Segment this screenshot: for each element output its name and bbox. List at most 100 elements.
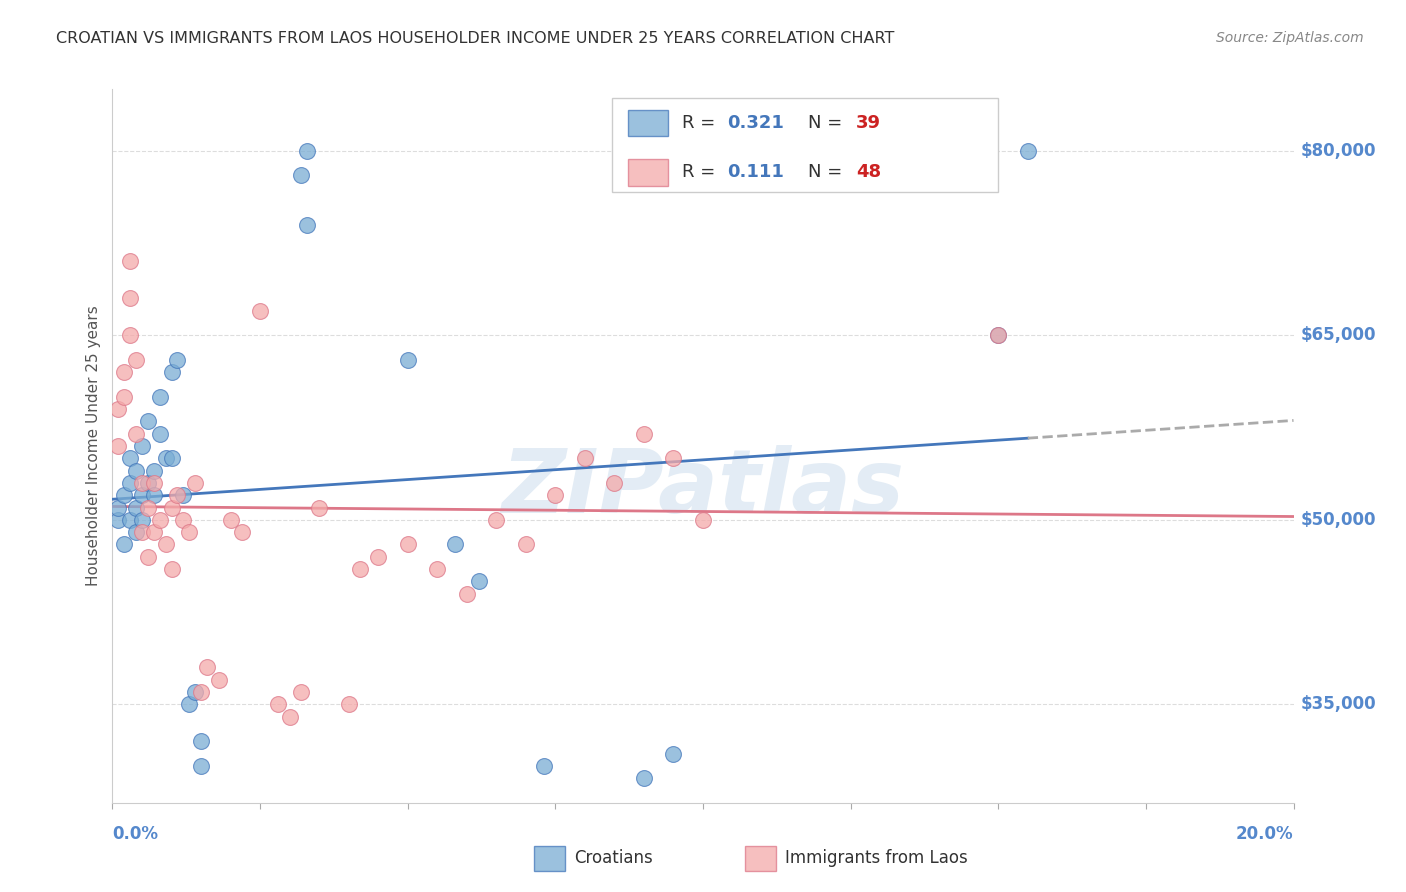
Text: $65,000: $65,000 (1301, 326, 1376, 344)
Point (290, 685, 312, 699)
Point (120, 254, 142, 268)
Point (120, 513, 142, 527)
Text: R =: R = (682, 114, 721, 132)
Point (396, 537, 419, 551)
Point (515, 537, 537, 551)
Point (142, 475, 165, 490)
Point (184, 475, 207, 490)
Point (136, 500, 159, 515)
Point (574, 451, 596, 466)
Point (136, 475, 159, 490)
Point (533, 759, 555, 773)
Text: N =: N = (808, 163, 848, 181)
Text: 0.111: 0.111 (727, 163, 783, 181)
Point (120, 291, 142, 305)
Point (107, 513, 129, 527)
Point (149, 390, 172, 404)
Text: $50,000: $50,000 (1301, 511, 1376, 529)
Point (190, 685, 212, 699)
Point (987, 328, 1010, 343)
Text: 0.0%: 0.0% (112, 825, 159, 843)
Point (142, 488, 165, 502)
Point (112, 365, 135, 379)
Text: Source: ZipAtlas.com: Source: ZipAtlas.com (1216, 31, 1364, 45)
Point (208, 673, 231, 687)
Point (120, 451, 142, 466)
Point (219, 513, 242, 527)
Point (125, 352, 148, 367)
Point (160, 500, 183, 515)
Point (633, 771, 655, 785)
Point (544, 488, 567, 502)
Point (107, 402, 129, 417)
Point (136, 414, 159, 428)
Point (136, 549, 159, 564)
Point (125, 464, 148, 478)
Point (149, 513, 172, 527)
Point (131, 488, 153, 502)
Text: 0.321: 0.321 (727, 114, 783, 132)
Point (125, 500, 148, 515)
Point (456, 587, 478, 601)
Y-axis label: Householder Income Under 25 years: Householder Income Under 25 years (86, 306, 101, 586)
Point (987, 328, 1010, 343)
Point (396, 352, 419, 367)
Point (142, 464, 165, 478)
Point (142, 525, 165, 540)
Point (112, 390, 135, 404)
Point (112, 488, 135, 502)
Point (120, 475, 142, 490)
Text: ZIPatlas: ZIPatlas (502, 445, 904, 533)
Point (166, 488, 188, 502)
Point (155, 537, 177, 551)
Point (249, 303, 271, 318)
Point (131, 513, 153, 527)
Text: N =: N = (808, 114, 848, 132)
Text: R =: R = (682, 163, 727, 181)
Point (172, 488, 194, 502)
Point (426, 562, 449, 576)
Point (444, 537, 467, 551)
Point (367, 549, 389, 564)
Point (172, 513, 194, 527)
Point (349, 562, 371, 576)
Point (190, 734, 212, 748)
Text: Immigrants from Laos: Immigrants from Laos (785, 849, 967, 867)
Point (308, 500, 330, 515)
Text: 20.0%: 20.0% (1236, 825, 1294, 843)
Point (166, 352, 188, 367)
Point (120, 328, 142, 343)
Point (131, 525, 153, 540)
Point (131, 439, 153, 453)
Point (485, 513, 508, 527)
Text: 39: 39 (856, 114, 882, 132)
Text: CROATIAN VS IMMIGRANTS FROM LAOS HOUSEHOLDER INCOME UNDER 25 YEARS CORRELATION C: CROATIAN VS IMMIGRANTS FROM LAOS HOUSEHO… (56, 31, 894, 46)
Point (160, 562, 183, 576)
Point (131, 475, 153, 490)
Point (125, 426, 148, 441)
Point (184, 685, 207, 699)
Point (267, 698, 290, 712)
Point (160, 451, 183, 466)
Point (179, 698, 201, 712)
Point (467, 574, 489, 589)
Point (160, 365, 183, 379)
Point (290, 169, 312, 183)
Point (231, 525, 253, 540)
Text: $80,000: $80,000 (1301, 142, 1376, 160)
Text: Croatians: Croatians (574, 849, 652, 867)
Point (603, 475, 626, 490)
Point (190, 759, 212, 773)
Point (125, 525, 148, 540)
Point (179, 525, 201, 540)
Point (337, 698, 360, 712)
Point (107, 439, 129, 453)
Text: $35,000: $35,000 (1301, 696, 1376, 714)
Text: 48: 48 (856, 163, 882, 181)
Point (107, 500, 129, 515)
Point (297, 144, 319, 158)
Point (112, 537, 135, 551)
Point (1017, 144, 1039, 158)
Point (155, 451, 177, 466)
Point (278, 709, 301, 723)
